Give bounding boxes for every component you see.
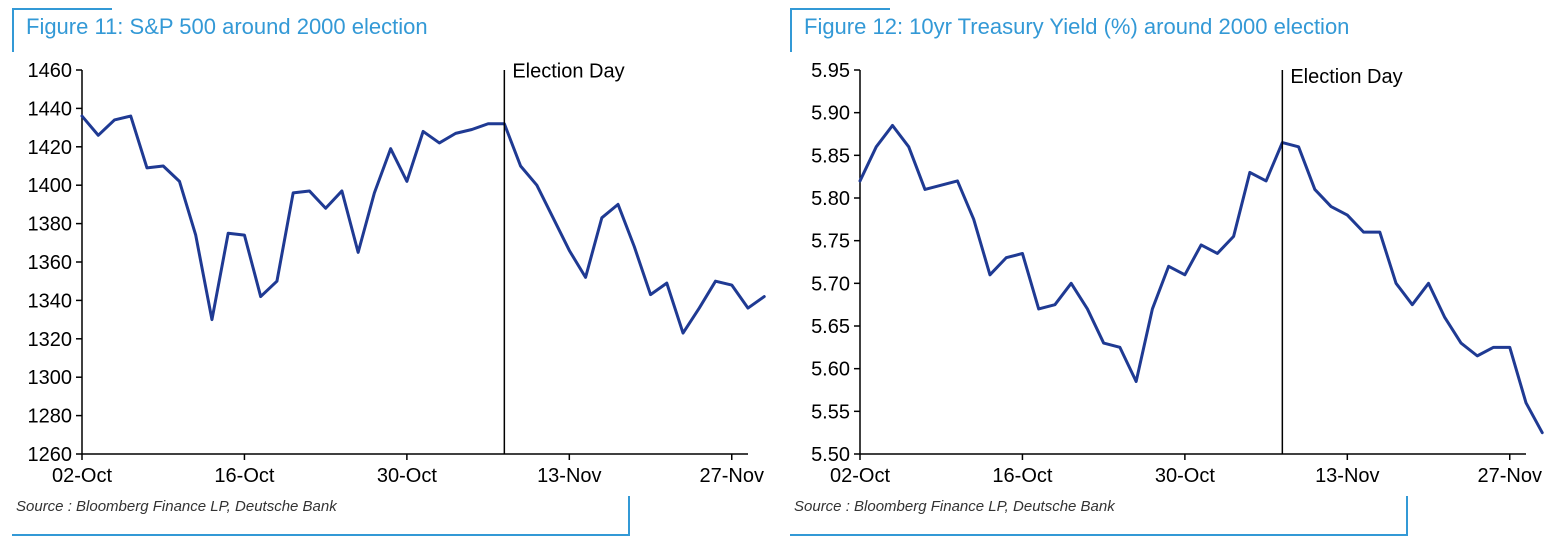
y-tick-label: 5.60 (811, 359, 850, 381)
x-tick-label: 16-Oct (992, 465, 1052, 487)
y-tick-label: 1260 (28, 444, 73, 466)
x-tick-label: 16-Oct (214, 465, 274, 487)
title-rule-top (790, 8, 890, 10)
y-tick-label: 5.70 (811, 273, 850, 295)
y-tick-label: 1360 (28, 252, 73, 274)
source-rule-right (628, 496, 630, 536)
y-tick-label: 1420 (28, 137, 73, 159)
annotation-label: Election Day (1290, 66, 1402, 88)
chart-area: 1260 1280 1300 1320 1340 1360 1380 1400 1420 1440… (12, 54, 766, 494)
x-tick-label: 02-Oct (830, 465, 890, 487)
title-bar: Figure 12: 10yr Treasury Yield (%) aroun… (790, 8, 1544, 54)
y-tick-label: 5.65 (811, 316, 850, 338)
x-tick-label: 02-Oct (52, 465, 112, 487)
y-tick-label: 1280 (28, 406, 73, 428)
series-sp500 (82, 116, 764, 333)
y-tick-label: 5.55 (811, 401, 850, 423)
y-tick-label: 5.50 (811, 444, 850, 466)
source-rule-bottom (790, 534, 1408, 536)
page: Figure 11: S&P 500 around 2000 election … (0, 0, 1556, 540)
x-tick-label: 30-Oct (1155, 465, 1215, 487)
y-tick-label: 1300 (28, 367, 73, 389)
chart-title: Figure 11: S&P 500 around 2000 election (26, 14, 428, 39)
title-rule-left (12, 8, 14, 52)
annotation-label: Election Day (512, 61, 624, 83)
title-rule-top (12, 8, 112, 10)
y-tick-label: 1380 (28, 214, 73, 236)
y-tick-label: 1460 (28, 60, 73, 82)
y-tick-label: 5.75 (811, 231, 850, 253)
x-tick-label: 27-Nov (1478, 465, 1542, 487)
x-tick-label: 13-Nov (1315, 465, 1379, 487)
y-tick-label: 5.95 (811, 60, 850, 82)
title-rule-left (790, 8, 792, 52)
source-text: Source : Bloomberg Finance LP, Deutsche … (794, 498, 1115, 515)
y-tick-label: 1340 (28, 290, 73, 312)
panel-fig12: Figure 12: 10yr Treasury Yield (%) aroun… (790, 8, 1544, 540)
source-bar: Source : Bloomberg Finance LP, Deutsche … (790, 494, 1544, 540)
y-tick-label: 1400 (28, 175, 73, 197)
source-rule-right (1406, 496, 1408, 536)
source-text: Source : Bloomberg Finance LP, Deutsche … (16, 498, 337, 515)
x-tick-label: 30-Oct (377, 465, 437, 487)
y-tick-label: 5.90 (811, 103, 850, 125)
x-tick-label: 27-Nov (700, 465, 764, 487)
chart-svg-fig11: 1260 1280 1300 1320 1340 1360 1380 1400 1420 1440… (12, 54, 766, 494)
chart-title: Figure 12: 10yr Treasury Yield (%) aroun… (804, 14, 1349, 39)
chart-area: 5.50 5.55 5.60 5.65 5.70 5.75 5.80 5.85 5.90 5.95… (790, 54, 1544, 494)
y-tick-label: 1440 (28, 98, 73, 120)
series-ust10y (860, 125, 1542, 432)
panel-fig11: Figure 11: S&P 500 around 2000 election … (12, 8, 766, 540)
y-tick-label: 1320 (28, 329, 73, 351)
source-rule-bottom (12, 534, 630, 536)
y-tick-label: 5.80 (811, 188, 850, 210)
y-tick-label: 5.85 (811, 145, 850, 167)
title-bar: Figure 11: S&P 500 around 2000 election (12, 8, 766, 54)
chart-svg-fig12: 5.50 5.55 5.60 5.65 5.70 5.75 5.80 5.85 5.90 5.95… (790, 54, 1544, 494)
source-bar: Source : Bloomberg Finance LP, Deutsche … (12, 494, 766, 540)
x-tick-label: 13-Nov (537, 465, 601, 487)
